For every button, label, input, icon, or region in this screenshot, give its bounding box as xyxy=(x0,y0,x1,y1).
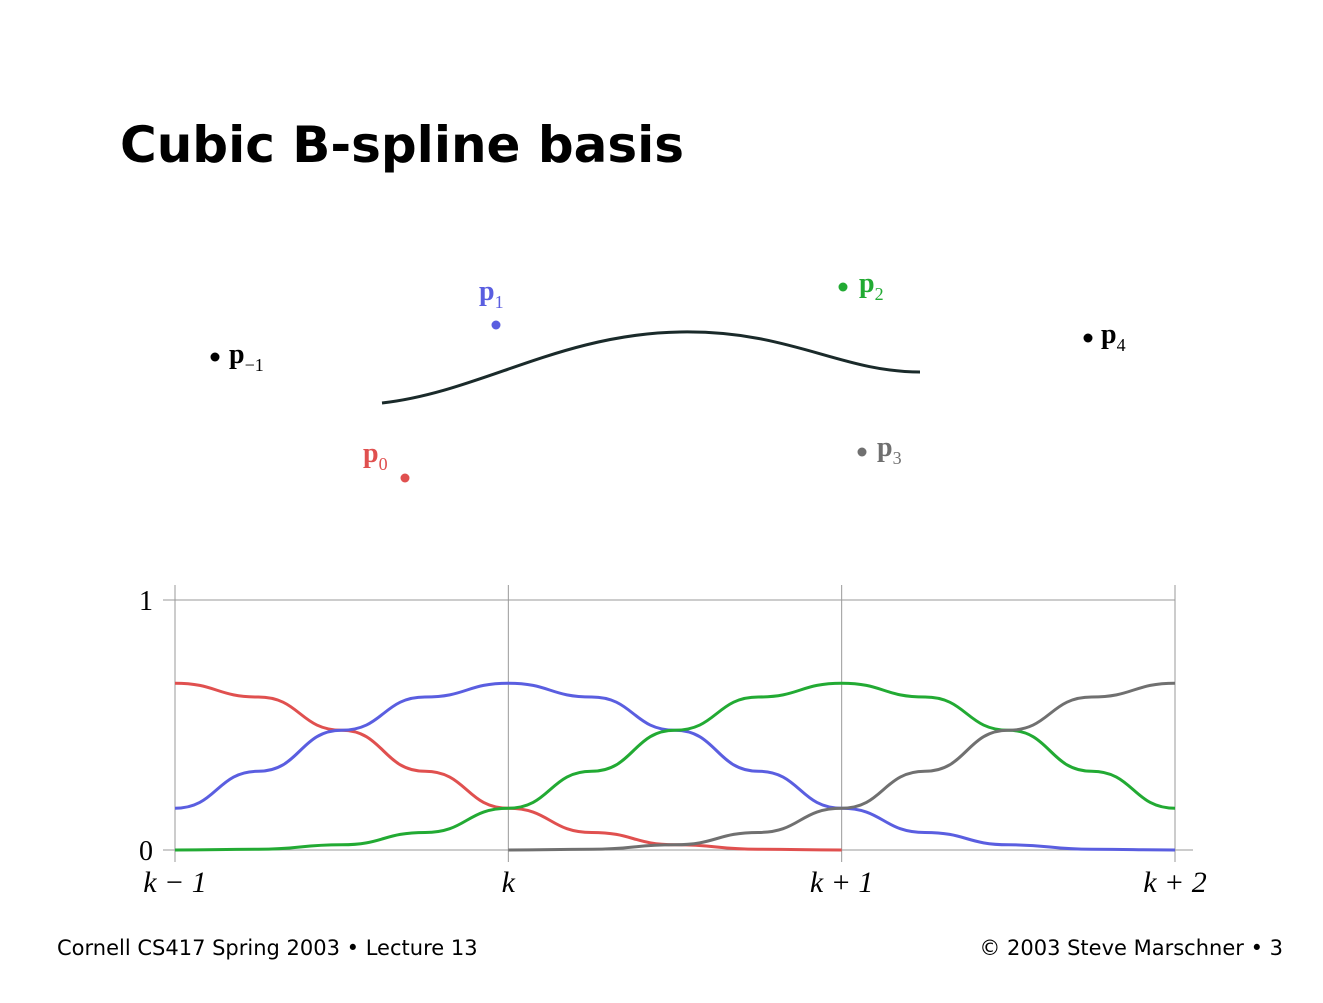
point-label: p1 xyxy=(479,276,504,312)
point-label: p0 xyxy=(363,438,388,474)
point-label: p4 xyxy=(1101,319,1126,355)
basis-curve xyxy=(174,681,1176,852)
control-point xyxy=(491,320,501,330)
control-point xyxy=(857,447,867,457)
footer-left: Cornell CS417 Spring 2003 • Lecture 13 xyxy=(57,936,478,960)
basis-chart: k − 1 k k + 1 k + 2 0 1 xyxy=(139,585,1207,899)
y-tick-label: 1 xyxy=(139,586,153,617)
footer-right: © 2003 Steve Marschner • 3 xyxy=(979,936,1283,960)
control-point xyxy=(838,282,848,292)
x-tick-label: k − 1 xyxy=(143,866,207,899)
plot-frame xyxy=(174,599,1176,851)
spline-curve xyxy=(381,330,921,405)
basis-curve xyxy=(174,681,1176,852)
control-point xyxy=(210,352,220,362)
x-tick-label: k + 1 xyxy=(810,866,874,899)
point-label: p2 xyxy=(859,268,884,304)
x-tick-label: k + 2 xyxy=(1143,866,1207,899)
y-tick-label: 0 xyxy=(139,836,153,867)
slide-title: Cubic B-spline basis xyxy=(120,116,684,174)
x-tick-label: k xyxy=(502,866,516,899)
control-point xyxy=(400,473,410,483)
basis-curve xyxy=(508,681,1176,852)
point-label: p−1 xyxy=(229,339,264,375)
point-label: p3 xyxy=(877,432,902,468)
control-point xyxy=(1083,333,1093,343)
